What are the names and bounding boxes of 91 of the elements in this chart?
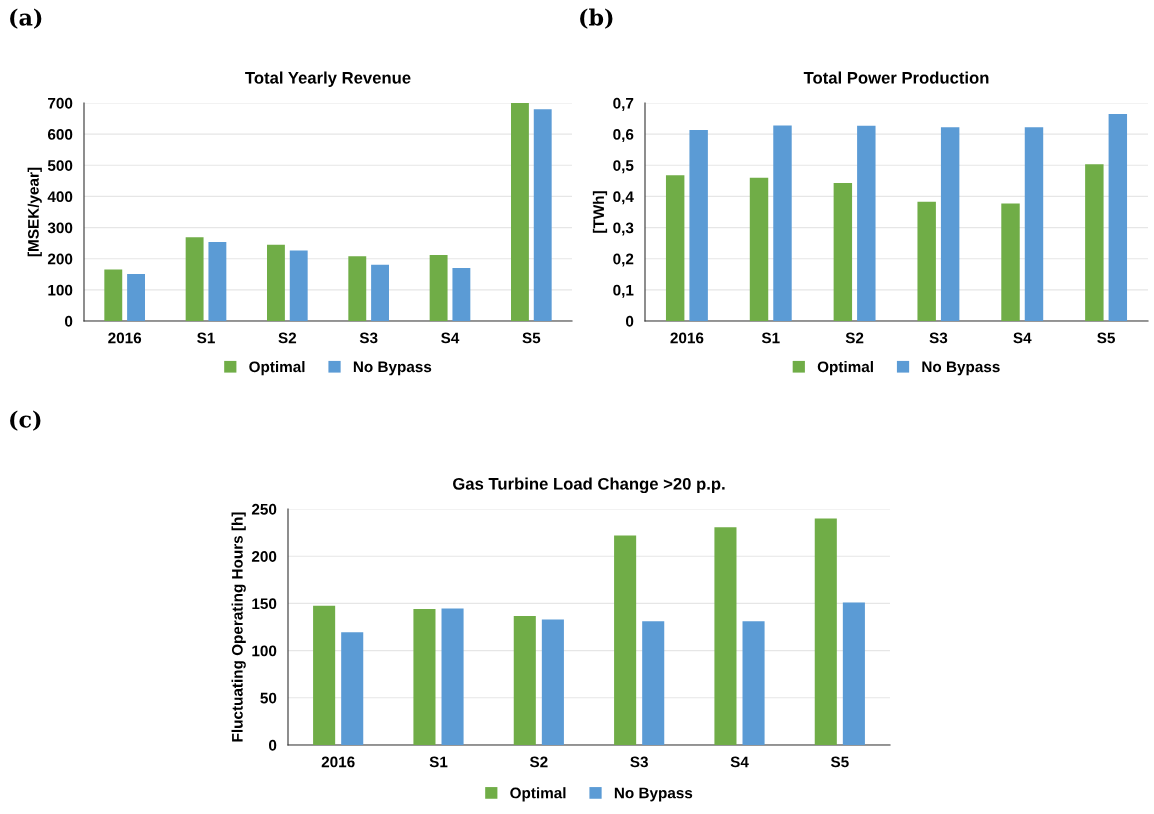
text: (a) [10,8,42,29]
y-tick-label: 200 [47,253,73,265]
legend-label: Optimal [817,360,873,376]
x-tick-label: S2 [845,332,864,344]
y-tick-label: 200 [251,551,277,562]
legend-label: Optimal [249,360,305,376]
bar [917,201,936,321]
bar [267,244,285,321]
y-tick-label: 100 [252,645,277,657]
y-tick-label: 150 [252,598,277,610]
x-tick-label: S1 [197,332,215,344]
y-tick-label: 0,1 [613,284,634,298]
bar [1085,164,1104,321]
x-tick-label: S5 [1097,332,1115,344]
bar [208,241,227,321]
y-tick-label: 250 [251,503,277,515]
bar [541,619,564,745]
x-tick-label: 2016 [321,756,355,768]
bar [341,632,364,745]
x-tick-label: S3 [630,756,648,768]
bar [642,621,665,745]
bar [714,527,737,745]
x-tick-label: 2016 [670,332,704,344]
chart-title: Total Power Production [803,71,989,84]
bar [689,130,708,321]
bar [511,103,529,321]
x-tick-label: S1 [429,756,448,768]
bar [940,127,960,321]
y-tick-label: 700 [48,97,73,109]
x-tick-label: 2016 [108,332,142,344]
bar [1001,203,1020,321]
x-tick-label: S2 [529,756,548,768]
legend-label: Optimal [510,787,566,802]
chart-title: Total Yearly Revenue [245,71,411,88]
bar [371,264,389,321]
bar [185,237,204,321]
bar [773,125,792,321]
bar [413,609,436,745]
bar [441,608,464,745]
bar [313,605,336,745]
y-tick-label: 100 [48,284,73,296]
chart-title: Gas Turbine Load Change >20 p.p. [453,477,725,494]
legend-label: No Bypass [922,361,1000,376]
y-tick-label: 0 [65,315,73,327]
x-tick-label: S4 [441,332,460,344]
y-tick-label: 0,3 [613,222,634,236]
bar [1024,127,1044,321]
y-axis-title: [MSEK/year] [27,167,42,257]
y-tick-label: 50 [260,692,277,704]
bar [348,256,367,321]
y-tick-label: 0,2 [613,253,634,267]
y-tick-label: 0 [269,739,277,751]
bar [127,273,145,321]
y-tick-label: 0,6 [613,129,634,143]
bar [742,621,765,745]
y-axis-title: [TWh] [592,191,608,233]
bar [614,535,637,745]
legend-label: No Bypass [614,787,693,802]
bar [749,177,769,321]
x-tick-label: S4 [730,756,749,768]
x-tick-label: S4 [1013,332,1032,344]
bar [104,269,123,321]
y-tick-label: 0,5 [613,160,634,174]
bar [665,175,685,321]
bar [1108,113,1128,321]
text: (c) [10,410,41,431]
bar [833,183,853,321]
y-axis-title: Fluctuating Operating Hours [h] [231,512,246,742]
bar [533,109,552,321]
bar [814,518,837,745]
x-tick-label: S5 [830,756,849,768]
y-tick-label: 0 [626,315,634,327]
x-tick-label: S3 [929,332,948,344]
text: (b) [580,8,613,29]
x-tick-label: S5 [522,332,541,344]
bar [857,125,876,321]
y-tick-label: 600 [47,129,73,140]
legend-label: No Bypass [353,361,432,376]
x-tick-label: S2 [278,332,297,344]
y-tick-label: 0,4 [613,191,634,205]
x-tick-label: S3 [359,332,378,344]
y-tick-label: 0,7 [613,97,634,111]
y-tick-label: 400 [47,191,73,203]
y-tick-label: 300 [47,222,73,234]
bar [513,616,536,745]
y-tick-label: 500 [47,160,73,171]
x-tick-label: S1 [761,332,780,344]
bar [452,268,471,321]
bar [289,250,308,321]
bar [842,602,865,745]
bar [429,254,448,321]
